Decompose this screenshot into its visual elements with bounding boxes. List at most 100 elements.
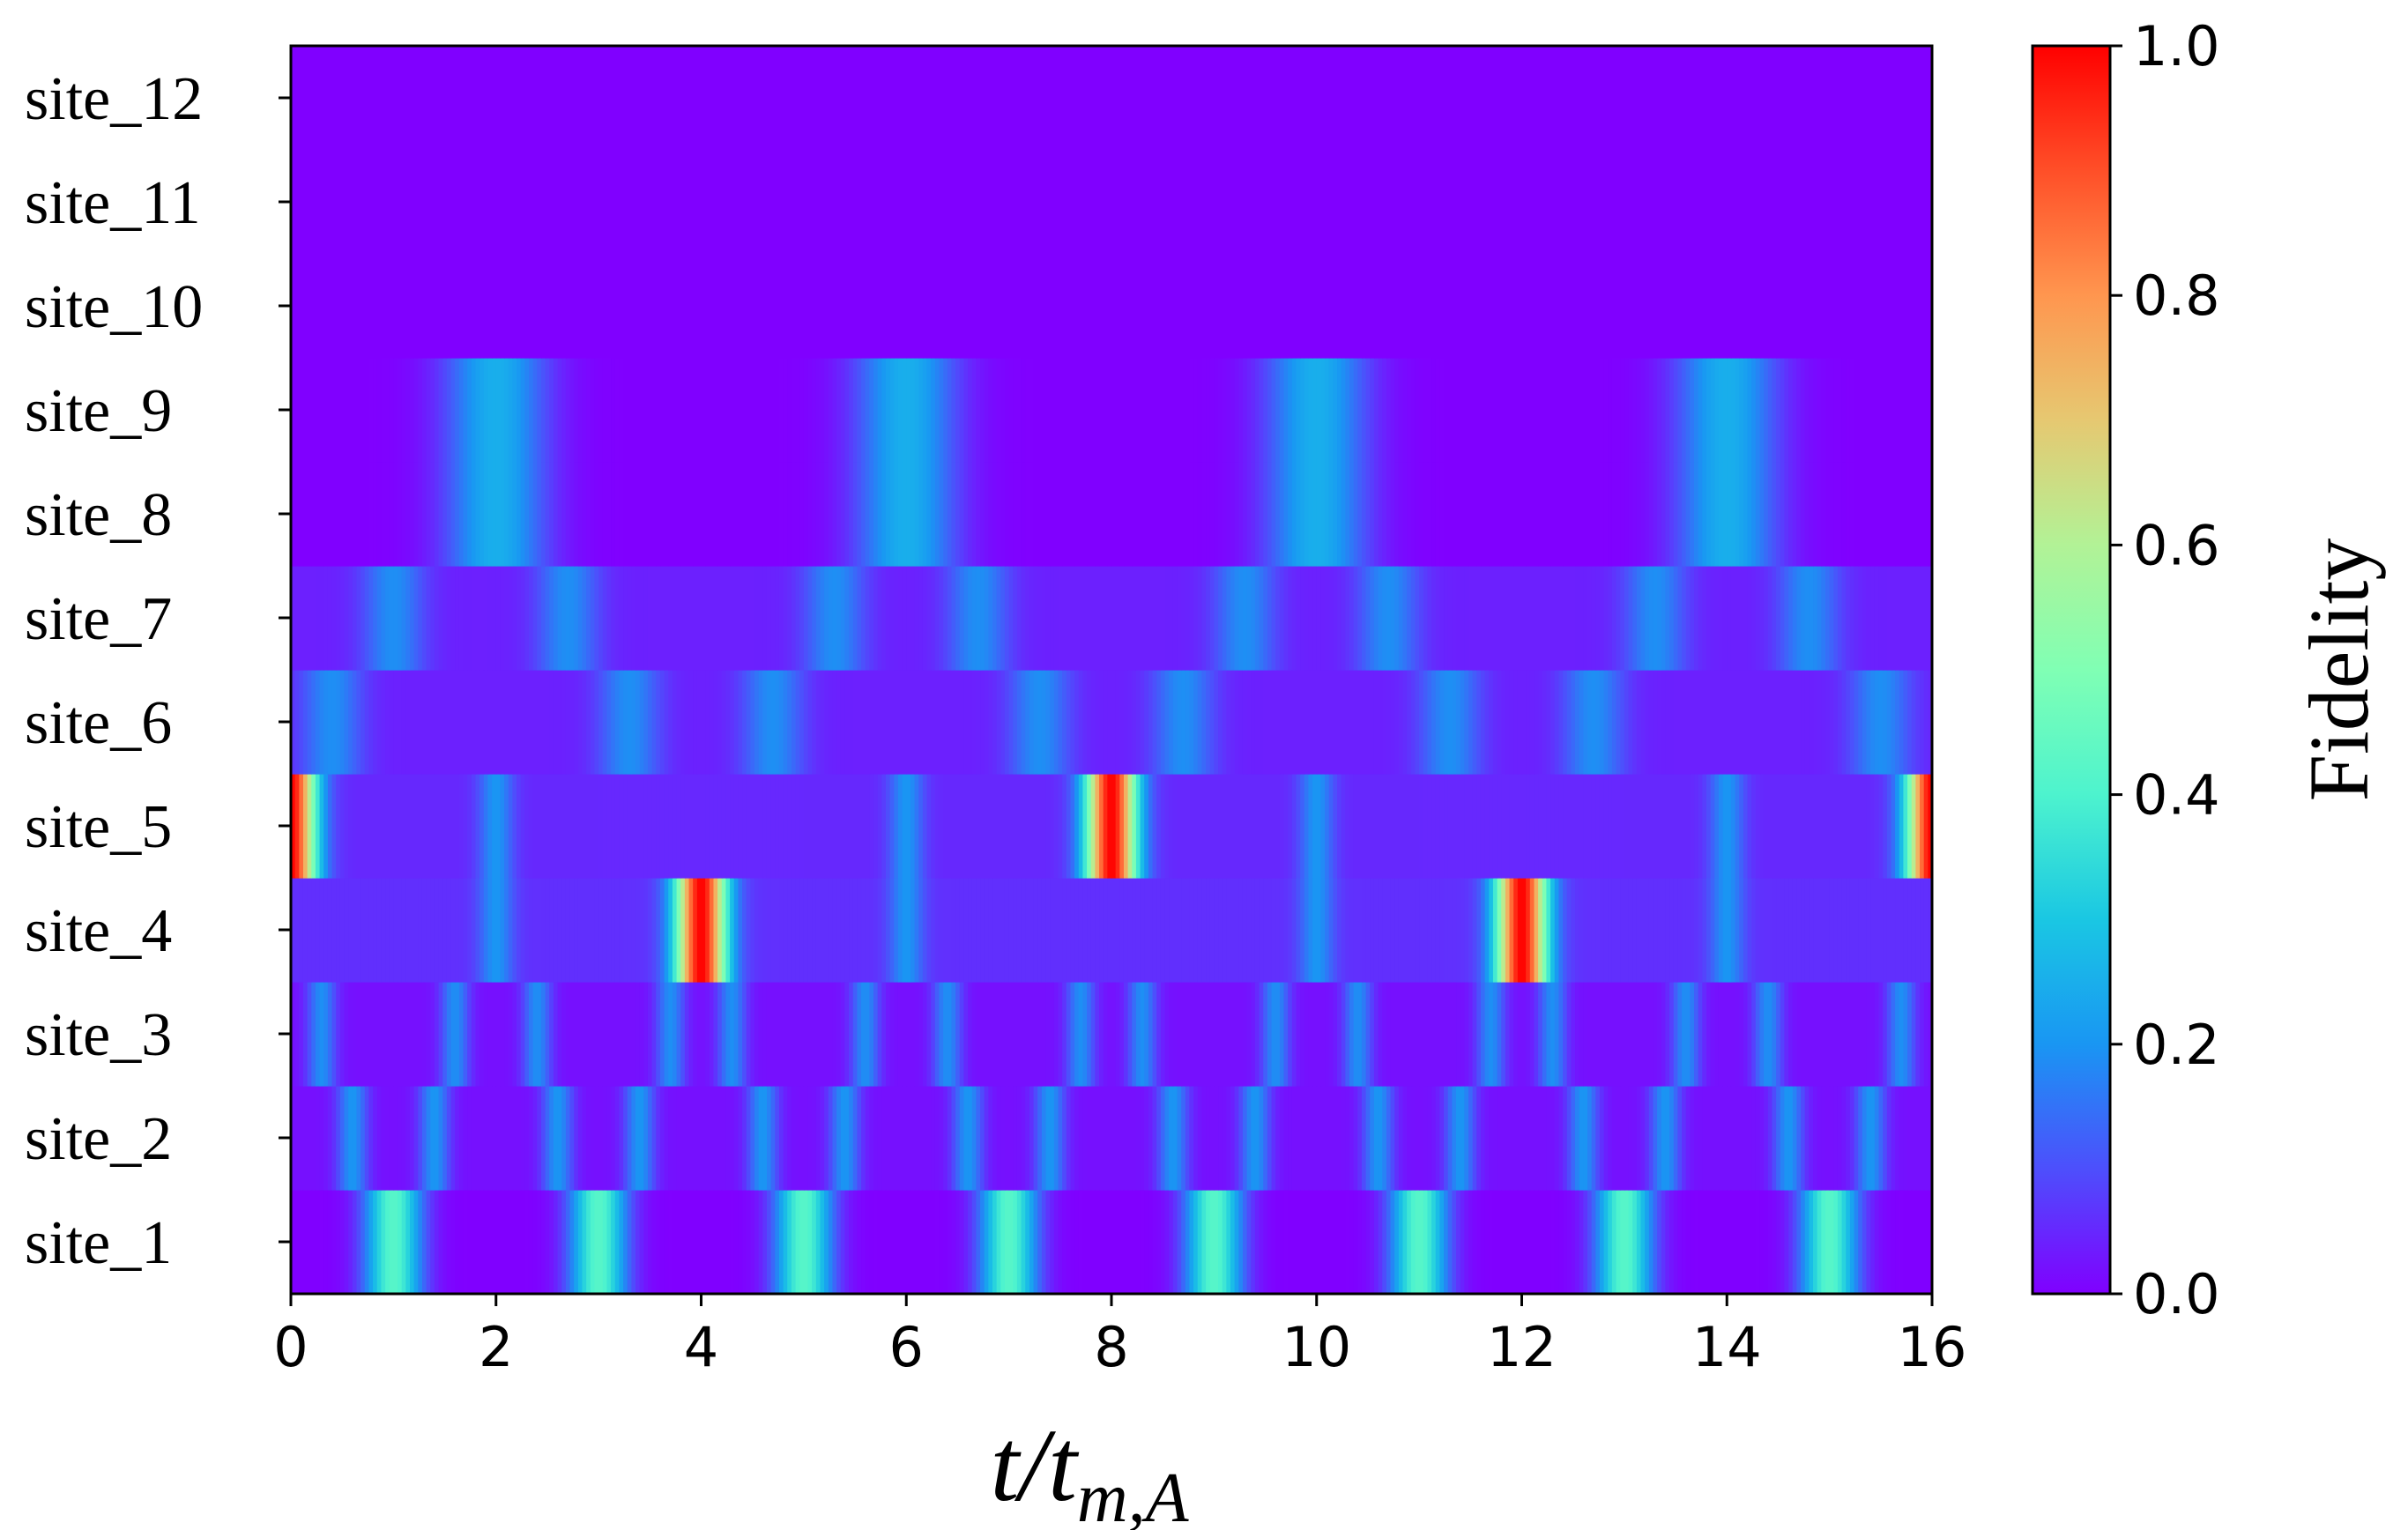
- heatmap-cell: [294, 670, 301, 775]
- heatmap-cell: [1193, 150, 1199, 255]
- heatmap-cell: [1517, 878, 1523, 983]
- heatmap-cell: [1468, 566, 1474, 671]
- heatmap-cell: [1829, 462, 1835, 567]
- heatmap-cell: [1624, 1190, 1630, 1295]
- heatmap-cell: [1435, 462, 1441, 567]
- heatmap-cell: [1333, 670, 1338, 775]
- heatmap-cell: [294, 254, 301, 359]
- heatmap-cell: [1505, 982, 1511, 1087]
- heatmap-cell: [639, 1086, 645, 1191]
- heatmap-cell: [733, 774, 739, 879]
- heatmap-cell: [701, 566, 706, 671]
- heatmap-cell: [865, 1086, 871, 1191]
- heatmap-cell: [971, 982, 977, 1087]
- heatmap-cell: [495, 46, 502, 151]
- heatmap-row-site-2: [291, 1086, 1933, 1191]
- heatmap-cell: [1776, 254, 1781, 359]
- heatmap-cell: [1509, 1190, 1514, 1295]
- heatmap-cell: [1291, 1086, 1297, 1191]
- heatmap-cell: [1722, 462, 1728, 567]
- heatmap-cell: [1780, 254, 1786, 359]
- heatmap-cell: [508, 1086, 514, 1191]
- heatmap-cell: [1468, 670, 1474, 775]
- heatmap-cell: [1772, 46, 1777, 151]
- heatmap-cell: [413, 566, 420, 671]
- heatmap-cell: [906, 878, 911, 983]
- heatmap-cell: [1772, 150, 1777, 255]
- heatmap-cell: [1722, 358, 1728, 463]
- heatmap-cell: [968, 254, 973, 359]
- heatmap-cell: [693, 150, 698, 255]
- heatmap-cell: [738, 982, 743, 1087]
- heatmap-cell: [545, 566, 551, 671]
- heatmap-cell: [1119, 774, 1125, 879]
- heatmap-cell: [1603, 1190, 1609, 1295]
- heatmap-cell: [1603, 46, 1609, 151]
- heatmap-cell: [1661, 566, 1667, 671]
- heatmap-cell: [1739, 254, 1744, 359]
- heatmap-cell: [1653, 1086, 1658, 1191]
- heatmap-cell: [545, 462, 551, 567]
- heatmap-cell: [1866, 878, 1871, 983]
- heatmap-cell: [1111, 150, 1117, 255]
- heatmap-cell: [294, 774, 301, 879]
- heatmap-cell: [1373, 1190, 1379, 1295]
- heatmap-cell: [668, 774, 673, 879]
- heatmap-cell: [1365, 462, 1371, 567]
- heatmap-cell: [446, 1086, 452, 1191]
- heatmap-cell: [1169, 1190, 1174, 1295]
- heatmap-cell: [1849, 1086, 1855, 1191]
- heatmap-cell: [1891, 150, 1896, 255]
- heatmap-cell: [1464, 774, 1469, 879]
- heatmap-cell: [684, 46, 690, 151]
- heatmap-cell: [1776, 982, 1781, 1087]
- heatmap-cell: [1398, 566, 1404, 671]
- heatmap-cell: [1928, 1086, 1933, 1191]
- heatmap-cell: [1206, 982, 1211, 1087]
- heatmap-cell: [1394, 358, 1400, 463]
- heatmap-cell: [1603, 982, 1609, 1087]
- heatmap-cell: [421, 358, 427, 463]
- heatmap-cell: [1764, 462, 1769, 567]
- heatmap-cell: [1788, 982, 1794, 1087]
- heatmap-cell: [1222, 878, 1228, 983]
- heatmap-cell: [1152, 982, 1157, 1087]
- x-axis-label-main: t/t: [991, 1407, 1081, 1523]
- heatmap-cell: [861, 46, 866, 151]
- heatmap-cell: [639, 46, 645, 151]
- heatmap-cell: [1189, 774, 1194, 879]
- heatmap-cell: [1886, 46, 1892, 151]
- heatmap-cell: [1628, 566, 1633, 671]
- heatmap-cell: [1267, 46, 1273, 151]
- heatmap-cell: [1591, 462, 1597, 567]
- heatmap-cell: [1583, 566, 1588, 671]
- heatmap-cell: [1021, 254, 1027, 359]
- heatmap-cell: [315, 150, 321, 255]
- heatmap-cell: [672, 774, 678, 879]
- heatmap-cell: [836, 358, 842, 463]
- heatmap-cell: [1841, 254, 1847, 359]
- heatmap-cell: [405, 254, 411, 359]
- heatmap-cell: [996, 358, 1002, 463]
- heatmap-cell: [1033, 670, 1039, 775]
- heatmap-cell: [996, 150, 1002, 255]
- heatmap-cell: [557, 254, 563, 359]
- heatmap-cell: [1755, 46, 1761, 151]
- heatmap-cell: [1722, 774, 1728, 879]
- heatmap-cell: [1858, 566, 1863, 671]
- heatmap-cell: [1837, 46, 1843, 151]
- heatmap-cell: [701, 462, 706, 567]
- heatmap-cell: [725, 774, 731, 879]
- heatmap-cell: [1345, 1086, 1350, 1191]
- heatmap-cell: [1476, 462, 1482, 567]
- heatmap-cell: [1033, 774, 1039, 879]
- heatmap-cell: [963, 670, 969, 775]
- heatmap-cell: [889, 1086, 896, 1191]
- heatmap-cell: [401, 1086, 407, 1191]
- heatmap-cell: [549, 982, 554, 1087]
- heatmap-cell: [1755, 150, 1761, 255]
- heatmap-cell: [688, 878, 694, 983]
- heatmap-cell: [1029, 358, 1035, 463]
- heatmap-cell: [398, 774, 403, 879]
- heatmap-cell: [1817, 46, 1823, 151]
